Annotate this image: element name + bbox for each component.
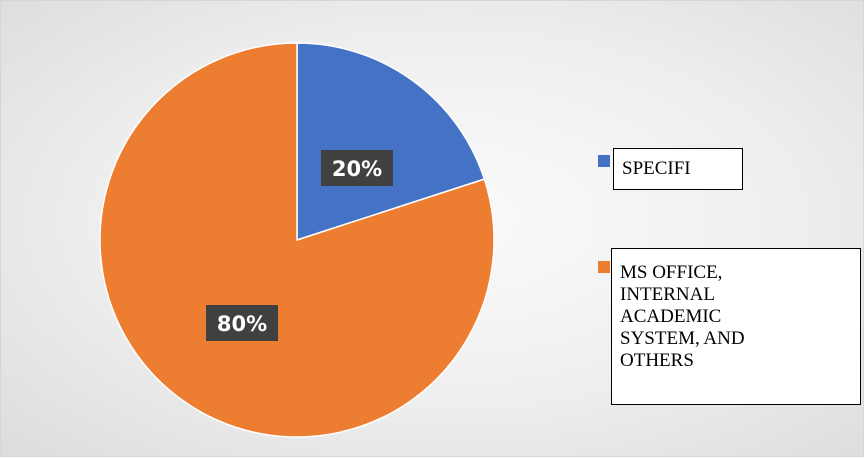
- legend-text-ms-office-line-4: SYSTEM, AND: [620, 328, 745, 349]
- legend-label-ms-office: MS OFFICE, INTERNAL ACADEMIC SYSTEM, AND…: [611, 248, 861, 405]
- data-label-box: [321, 150, 393, 186]
- pie-slice-specifi: [296, 42, 486, 242]
- legend-label-specifi: SPECIFI: [613, 148, 743, 190]
- data-label-specifi: 20%: [321, 150, 393, 186]
- legend-text-ms-office-line-5: OTHERS: [620, 350, 694, 371]
- data-label-ms-office: 80%: [206, 305, 278, 341]
- legend-marker-ms-office: [598, 261, 610, 273]
- data-label-box: [206, 305, 278, 341]
- legend-text-ms-office-line-3: ACADEMIC: [620, 306, 722, 327]
- legend-text-specifi: SPECIFI: [622, 158, 691, 179]
- legend-text-ms-office-line-1: MS OFFICE,: [620, 262, 723, 283]
- data-label-text: 20%: [332, 157, 382, 181]
- data-label-text: 80%: [217, 312, 267, 336]
- legend-marker-specifi: [598, 155, 610, 167]
- legend-text-ms-office-line-2: INTERNAL: [620, 284, 715, 305]
- pie-slice-ms-office: [99, 42, 495, 438]
